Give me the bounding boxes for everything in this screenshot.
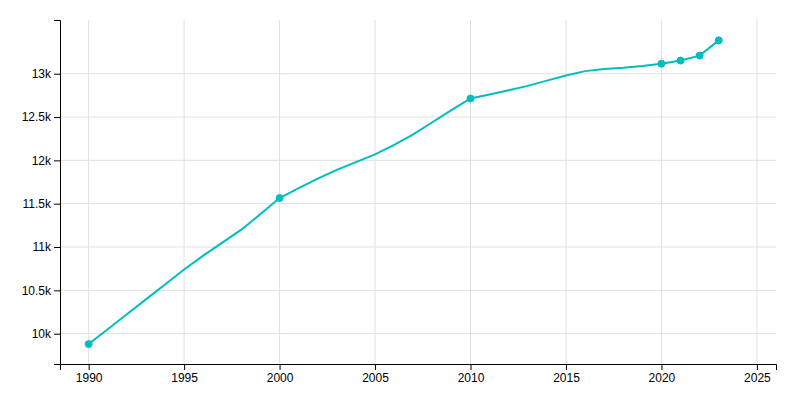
- y-grid-line: [60, 160, 776, 161]
- x-tick-label: 2015: [553, 371, 580, 385]
- x-grid-line: [661, 20, 662, 364]
- x-tick-mark: [566, 364, 567, 370]
- x-tick-label: 2020: [649, 371, 676, 385]
- plot-area: [85, 37, 722, 348]
- y-tick: 11k: [33, 240, 60, 254]
- x-grid-line: [756, 20, 757, 364]
- x-grid-line: [88, 20, 89, 364]
- y-grid-line: [60, 290, 776, 291]
- y-grid-line: [60, 203, 776, 204]
- y-tick-label: 12.5k: [22, 110, 52, 124]
- y-tick-label: 13k: [32, 67, 52, 81]
- x-tick: 1995: [171, 364, 198, 385]
- x-tick: 2015: [553, 364, 580, 385]
- marker: [658, 60, 665, 67]
- y-tick-label: 11.5k: [23, 197, 52, 211]
- y-tick-label: 10k: [32, 327, 52, 341]
- x-tick-mark: [757, 364, 758, 370]
- y-grid-line: [60, 247, 776, 248]
- chart: 1990 1995 2000 2005 2010 2015 2020 2025 10k 10.5k…: [0, 0, 800, 400]
- y-tick: 10k: [32, 327, 60, 341]
- x-grid-line: [184, 20, 185, 364]
- grid: [60, 20, 776, 364]
- y-tick-mark: [54, 334, 60, 335]
- x-tick-label: 2005: [362, 371, 389, 385]
- marker: [677, 57, 684, 64]
- marker: [715, 37, 722, 44]
- x-tick-label: 2010: [458, 371, 485, 385]
- x-axis: 1990 1995 2000 2005 2010 2015 2020 2025: [61, 364, 777, 385]
- y-grid-line: [60, 333, 776, 334]
- x-tick: 2000: [267, 364, 294, 385]
- x-tick-mark: [280, 364, 281, 370]
- x-tick: 2005: [362, 364, 389, 385]
- y-tick-mark: [54, 204, 60, 205]
- x-tick: 2020: [649, 364, 676, 385]
- y-tick-label: 11k: [33, 240, 52, 254]
- y-grid-line: [60, 73, 776, 74]
- y-tick-label: 10.5k: [22, 284, 52, 298]
- x-tick-label: 2000: [267, 371, 294, 385]
- y-tick-mark: [54, 160, 60, 161]
- marker: [696, 52, 703, 59]
- x-grid-line: [279, 20, 280, 364]
- y-tick: 11.5k: [23, 197, 60, 211]
- line: [89, 40, 719, 344]
- x-grid-line: [470, 20, 471, 364]
- marker: [276, 195, 283, 202]
- y-axis-line: [54, 21, 61, 365]
- marker: [467, 95, 474, 102]
- x-tick: 1990: [76, 364, 103, 385]
- x-tick: 2025: [744, 364, 771, 385]
- x-tick-label: 2025: [744, 371, 771, 385]
- y-tick: 12.5k: [22, 110, 60, 124]
- x-tick: 2010: [458, 364, 485, 385]
- y-tick: 10.5k: [22, 284, 60, 298]
- y-tick-mark: [54, 74, 60, 75]
- y-tick-mark: [54, 247, 60, 248]
- y-grid-line: [60, 117, 776, 118]
- x-axis-line: [61, 365, 777, 371]
- x-tick-mark: [184, 364, 185, 370]
- x-tick-label: 1995: [171, 371, 198, 385]
- x-grid-line: [565, 20, 566, 364]
- x-tick-mark: [89, 364, 90, 370]
- y-tick: 12k: [32, 154, 60, 168]
- x-tick-mark: [471, 364, 472, 370]
- x-tick-mark: [375, 364, 376, 370]
- marker: [85, 341, 92, 348]
- x-tick-mark: [661, 364, 662, 370]
- y-tick: 13k: [32, 67, 60, 81]
- y-axis: 10k 10.5k 11k 11.5k 12k 12.5k 13k: [22, 21, 61, 365]
- x-tick-label: 1990: [76, 371, 103, 385]
- y-tick-mark: [54, 117, 60, 118]
- x-grid-line: [375, 20, 376, 364]
- y-tick-label: 12k: [32, 154, 52, 168]
- y-tick-mark: [54, 290, 60, 291]
